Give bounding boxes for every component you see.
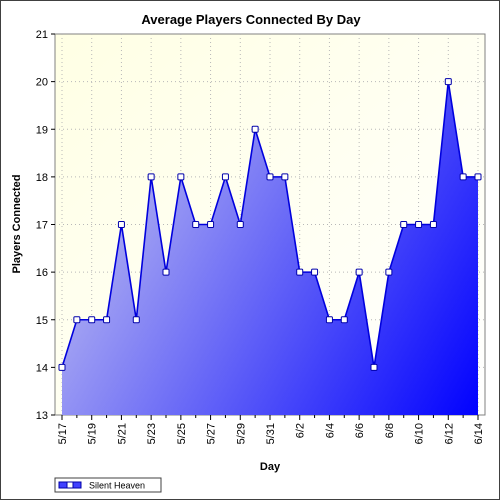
data-point [132,316,140,324]
data-point [296,268,304,276]
legend: Silent Heaven [54,477,162,493]
data-point [103,316,111,324]
y-tick-label: 21 [36,29,48,41]
y-tick-label: 17 [36,220,48,232]
data-point [325,316,333,324]
x-tick-label: 5/25 [176,423,188,444]
x-tick-label: 5/23 [146,423,158,444]
data-point [281,173,289,181]
x-tick-label: 6/6 [354,423,366,438]
data-point [459,173,467,181]
data-point [474,173,482,181]
data-point [429,221,437,228]
data-point [340,316,348,324]
data-point [177,173,185,181]
y-tick-label: 16 [36,267,48,279]
data-point [192,221,200,228]
y-axis-title: Players Connected [11,174,23,273]
data-point [311,268,319,276]
y-axis-ticks: 13 14 15 16 17 18 19 20 21 [36,29,55,422]
x-tick-label: 5/21 [116,423,128,444]
y-tick-label: 18 [36,172,48,184]
data-point [207,221,215,228]
x-tick-label: 5/17 [57,423,69,444]
chart-title: Average Players Connected By Day [141,12,361,27]
data-point [162,268,170,276]
x-tick-label: 6/8 [384,423,396,438]
x-tick-label: 6/14 [473,423,485,444]
x-axis-title: Day [260,461,281,473]
data-point [400,221,408,228]
data-point [73,316,81,324]
data-point [370,363,378,371]
x-tick-label: 6/12 [443,423,455,444]
y-tick-label: 14 [36,362,48,374]
x-tick-label: 5/27 [206,423,218,444]
y-tick-label: 15 [36,315,48,327]
x-tick-label: 6/4 [324,423,336,438]
data-point [236,221,244,228]
data-point [58,363,66,371]
y-tick-label: 13 [36,410,48,422]
y-tick-label: 20 [36,77,48,89]
x-axis-ticks: 5/17 5/19 5/21 5/23 5/25 5/27 5/29 5/31 6/2 6/4 6/… [57,415,485,444]
data-point [415,221,423,228]
data-point [88,316,96,324]
legend-marker [66,481,74,489]
x-tick-label: 6/10 [414,423,426,444]
y-tick-label: 19 [36,124,48,136]
x-tick-label: 5/29 [235,423,247,444]
data-point [444,78,452,86]
x-tick-label: 5/19 [87,423,99,444]
data-point [147,173,155,181]
series-points [58,78,482,371]
data-point [385,268,393,276]
legend-label: Silent Heaven [89,481,145,491]
data-point [117,221,125,228]
data-point [355,268,363,276]
x-tick-label: 6/2 [295,423,307,438]
data-point [266,173,274,181]
data-point [251,125,259,133]
data-point [221,173,229,181]
x-tick-label: 5/31 [265,423,277,444]
series-area [62,81,478,415]
